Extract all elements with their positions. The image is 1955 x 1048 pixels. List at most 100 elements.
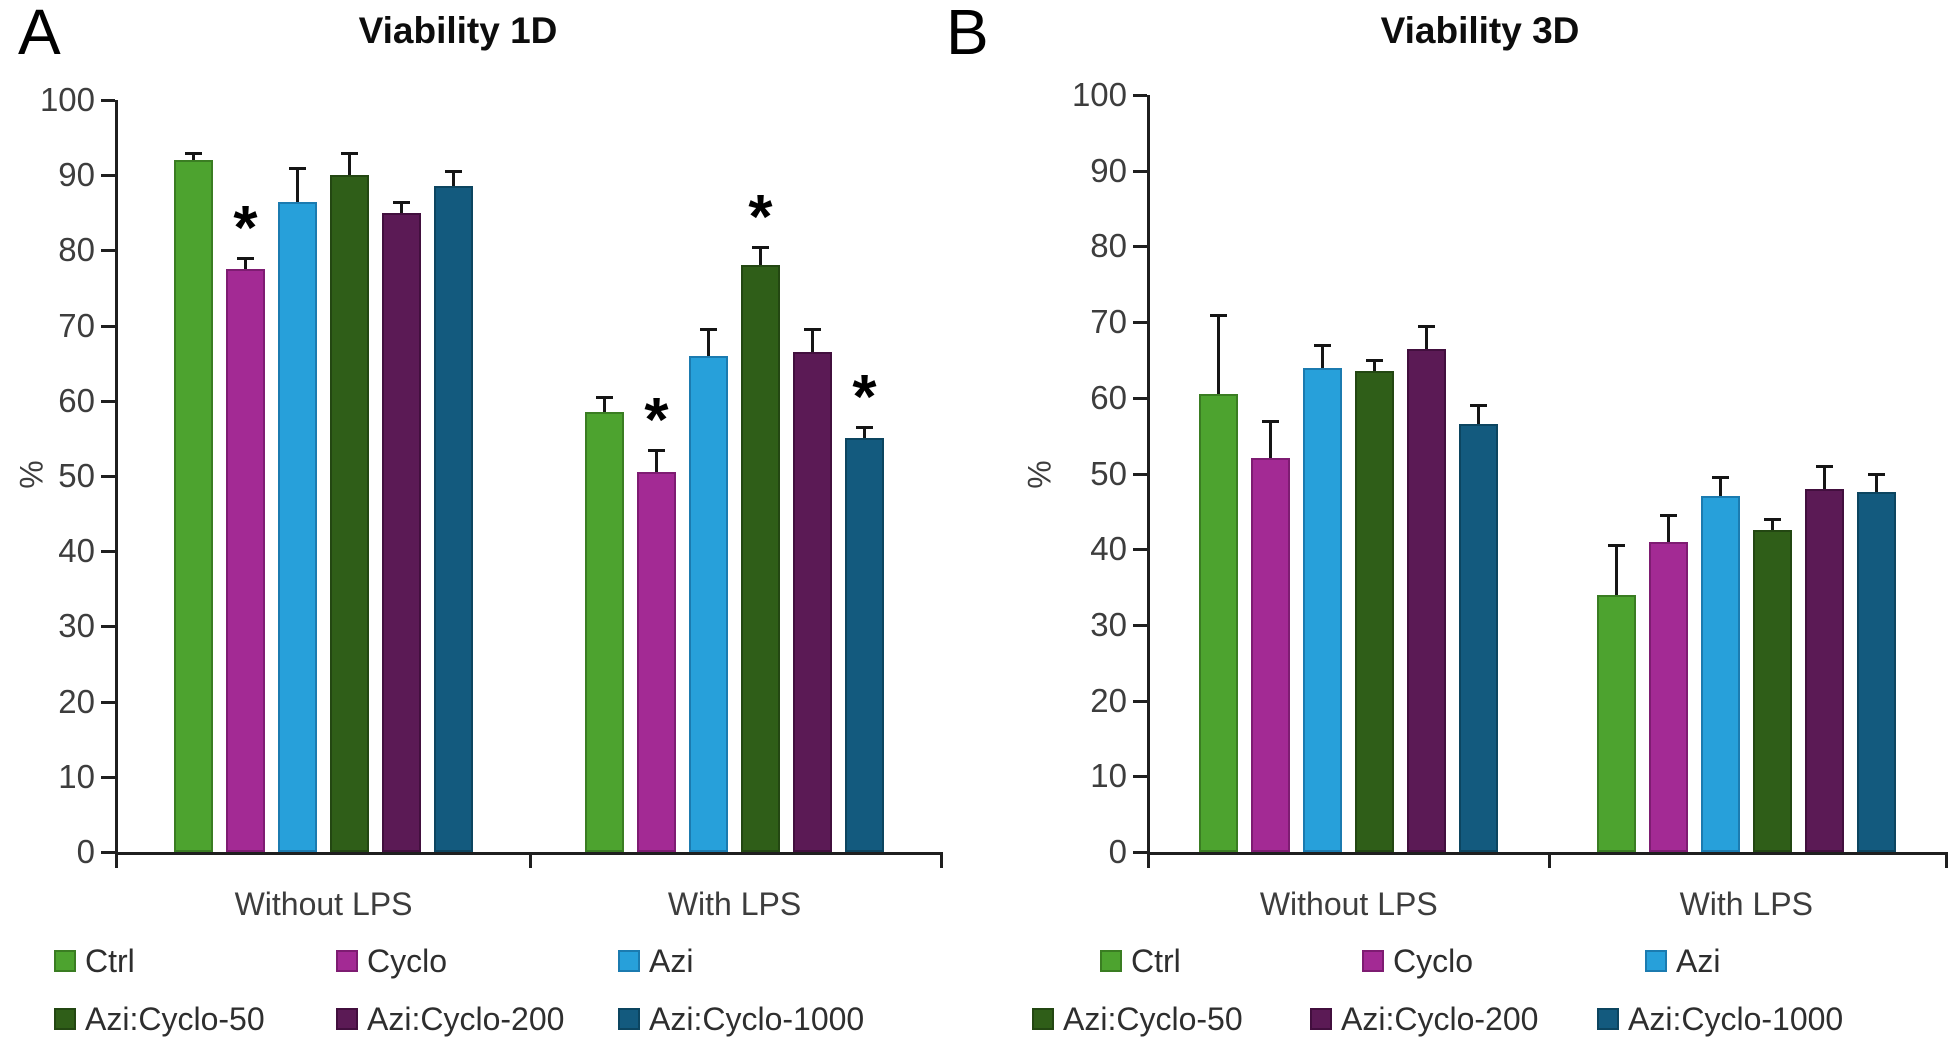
x-category-label: With LPS bbox=[667, 886, 802, 922]
error-bar-cap bbox=[1711, 476, 1729, 480]
error-bar bbox=[1217, 314, 1221, 394]
y-tick bbox=[1133, 94, 1147, 97]
y-tick-label: 70 bbox=[1090, 303, 1127, 341]
legend-label: Azi bbox=[1676, 942, 1721, 979]
y-tick-label: 30 bbox=[1090, 605, 1127, 643]
y-tick bbox=[101, 99, 115, 102]
y-tick-label: 0 bbox=[76, 833, 95, 870]
bar-azi-cyclo-200 bbox=[382, 212, 421, 852]
error-bar bbox=[1614, 545, 1618, 595]
legend-item: Cyclo bbox=[336, 942, 448, 979]
error-bar bbox=[1770, 518, 1774, 531]
y-tick bbox=[101, 249, 115, 253]
error-bar-cap bbox=[445, 170, 462, 174]
legend-item: Azi:Cyclo-50 bbox=[54, 1001, 265, 1037]
y-tick bbox=[101, 625, 115, 629]
legend-label: Azi:Cyclo-1000 bbox=[649, 1000, 865, 1037]
legend-item: Azi bbox=[618, 943, 693, 979]
x-axis-tick bbox=[1547, 852, 1551, 868]
error-bar-cap bbox=[700, 328, 717, 332]
bar-cyclo bbox=[1648, 541, 1688, 852]
error-bar bbox=[811, 329, 814, 352]
legend-swatch bbox=[1597, 1008, 1619, 1030]
error-bar-cap bbox=[1418, 324, 1436, 328]
y-tick-label: 50 bbox=[58, 457, 95, 494]
y-tick-label: 80 bbox=[1090, 227, 1127, 265]
legend-swatch bbox=[618, 950, 640, 972]
y-tick bbox=[101, 851, 115, 854]
y-axis-percent-label: % bbox=[1021, 460, 1058, 489]
bar-cyclo bbox=[226, 269, 265, 852]
x-axis-tick bbox=[115, 852, 118, 868]
legend-item: Azi:Cyclo-200 bbox=[336, 1001, 564, 1037]
bar-azi-cyclo-1000 bbox=[1459, 424, 1499, 852]
y-tick bbox=[1133, 472, 1147, 476]
error-bar bbox=[1373, 359, 1377, 372]
y-tick-label: 100 bbox=[1071, 76, 1127, 113]
significance-asterisk: * bbox=[852, 363, 877, 433]
y-tick bbox=[101, 324, 115, 328]
error-bar-cap bbox=[648, 448, 665, 452]
error-bar-cap bbox=[1210, 313, 1228, 317]
x-category-label: Without LPS bbox=[1259, 886, 1438, 922]
legend-swatch bbox=[618, 1008, 640, 1030]
y-tick bbox=[101, 399, 115, 403]
error-bar-cap bbox=[804, 328, 821, 332]
y-tick bbox=[1133, 245, 1147, 249]
bar-cyclo bbox=[1251, 458, 1291, 852]
x-category-label: With LPS bbox=[1679, 886, 1813, 922]
y-tick bbox=[1133, 775, 1147, 779]
bar-azi-cyclo-200 bbox=[1407, 348, 1447, 852]
bar-azi bbox=[278, 201, 317, 852]
error-bar bbox=[759, 246, 762, 266]
y-tick-label: 10 bbox=[58, 757, 95, 795]
y-axis-percent-label: % bbox=[13, 460, 50, 489]
error-bar bbox=[1269, 420, 1273, 459]
error-bar-cap bbox=[1607, 544, 1625, 548]
legend-swatch bbox=[1645, 950, 1667, 972]
legend-swatch bbox=[1032, 1008, 1054, 1030]
bar-ctrl bbox=[174, 160, 213, 852]
legend-item: Azi:Cyclo-1000 bbox=[618, 1000, 865, 1037]
y-tick bbox=[1133, 699, 1147, 703]
y-tick bbox=[101, 475, 115, 478]
y-tick bbox=[1133, 396, 1147, 400]
legend-item: Azi:Cyclo-200 bbox=[1310, 1000, 1539, 1037]
y-tick-label: 30 bbox=[58, 607, 95, 645]
bar-ctrl bbox=[1199, 394, 1239, 852]
error-bar-cap bbox=[596, 396, 613, 400]
error-bar bbox=[1718, 477, 1722, 497]
legend-item: Ctrl bbox=[1100, 943, 1181, 979]
legend-label: Cyclo bbox=[367, 942, 448, 979]
y-tick bbox=[1133, 169, 1147, 173]
error-bar bbox=[1425, 325, 1429, 349]
error-bar bbox=[296, 167, 299, 202]
bar-azi-cyclo-50 bbox=[1752, 530, 1792, 852]
error-bar bbox=[400, 201, 403, 213]
error-bar-cap bbox=[1815, 464, 1833, 468]
x-axis-tick bbox=[529, 852, 532, 868]
error-bar-cap bbox=[752, 245, 769, 249]
error-bar bbox=[1666, 515, 1670, 542]
y-axis-line bbox=[1147, 95, 1150, 855]
y-tick-label: 70 bbox=[58, 306, 95, 344]
legend-swatch bbox=[54, 1008, 76, 1030]
error-bar bbox=[244, 257, 247, 270]
legend-swatch bbox=[1362, 950, 1384, 972]
y-tick bbox=[101, 174, 115, 178]
x-axis-tick bbox=[1945, 852, 1948, 868]
error-bar-cap bbox=[1763, 517, 1781, 521]
error-bar bbox=[192, 152, 195, 161]
error-bar-cap bbox=[393, 200, 410, 204]
error-bar-cap bbox=[1366, 358, 1384, 362]
legend-item: Azi:Cyclo-1000 bbox=[1597, 1001, 1843, 1037]
bar-azi-cyclo-50 bbox=[330, 175, 369, 852]
legend-swatch bbox=[336, 950, 358, 972]
error-bar bbox=[348, 152, 351, 176]
legend-item: Cyclo bbox=[1362, 943, 1473, 979]
legend-label: Azi:Cyclo-200 bbox=[1341, 1000, 1539, 1037]
error-bar-cap bbox=[237, 256, 254, 260]
error-bar-cap bbox=[289, 166, 306, 170]
panel-a-title: Viability 1D bbox=[358, 10, 558, 51]
